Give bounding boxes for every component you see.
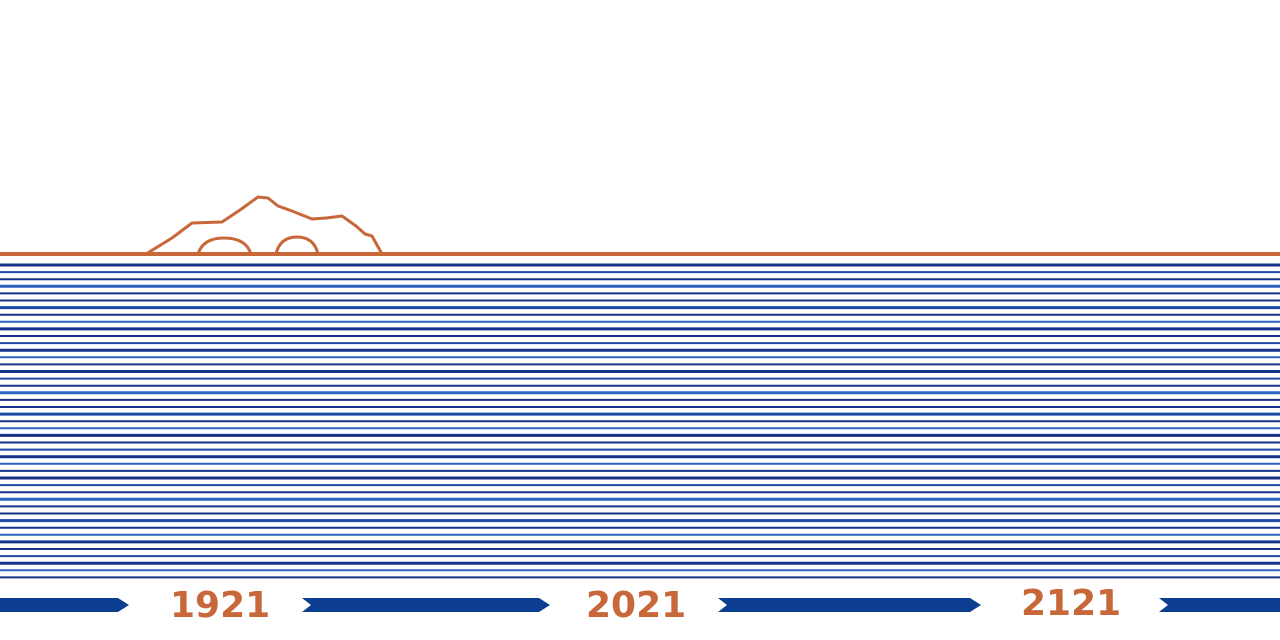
year-label-2121: 2121 [1021, 583, 1122, 624]
year-label-1921: 1921 [170, 585, 271, 626]
year-label-2021: 2021 [586, 585, 687, 626]
timeline-arrow-4 [1159, 598, 1280, 612]
timeline-arrow-3 [718, 598, 981, 612]
timeline-arrow-1 [0, 598, 129, 612]
island-arch-right [274, 235, 320, 256]
timeline-arrow-2 [302, 598, 550, 612]
island-silhouette [145, 195, 384, 256]
water-lines [0, 263, 1280, 579]
island-arch-left [196, 236, 253, 256]
island-outline [145, 195, 384, 256]
timeline-arrows [0, 598, 1280, 612]
